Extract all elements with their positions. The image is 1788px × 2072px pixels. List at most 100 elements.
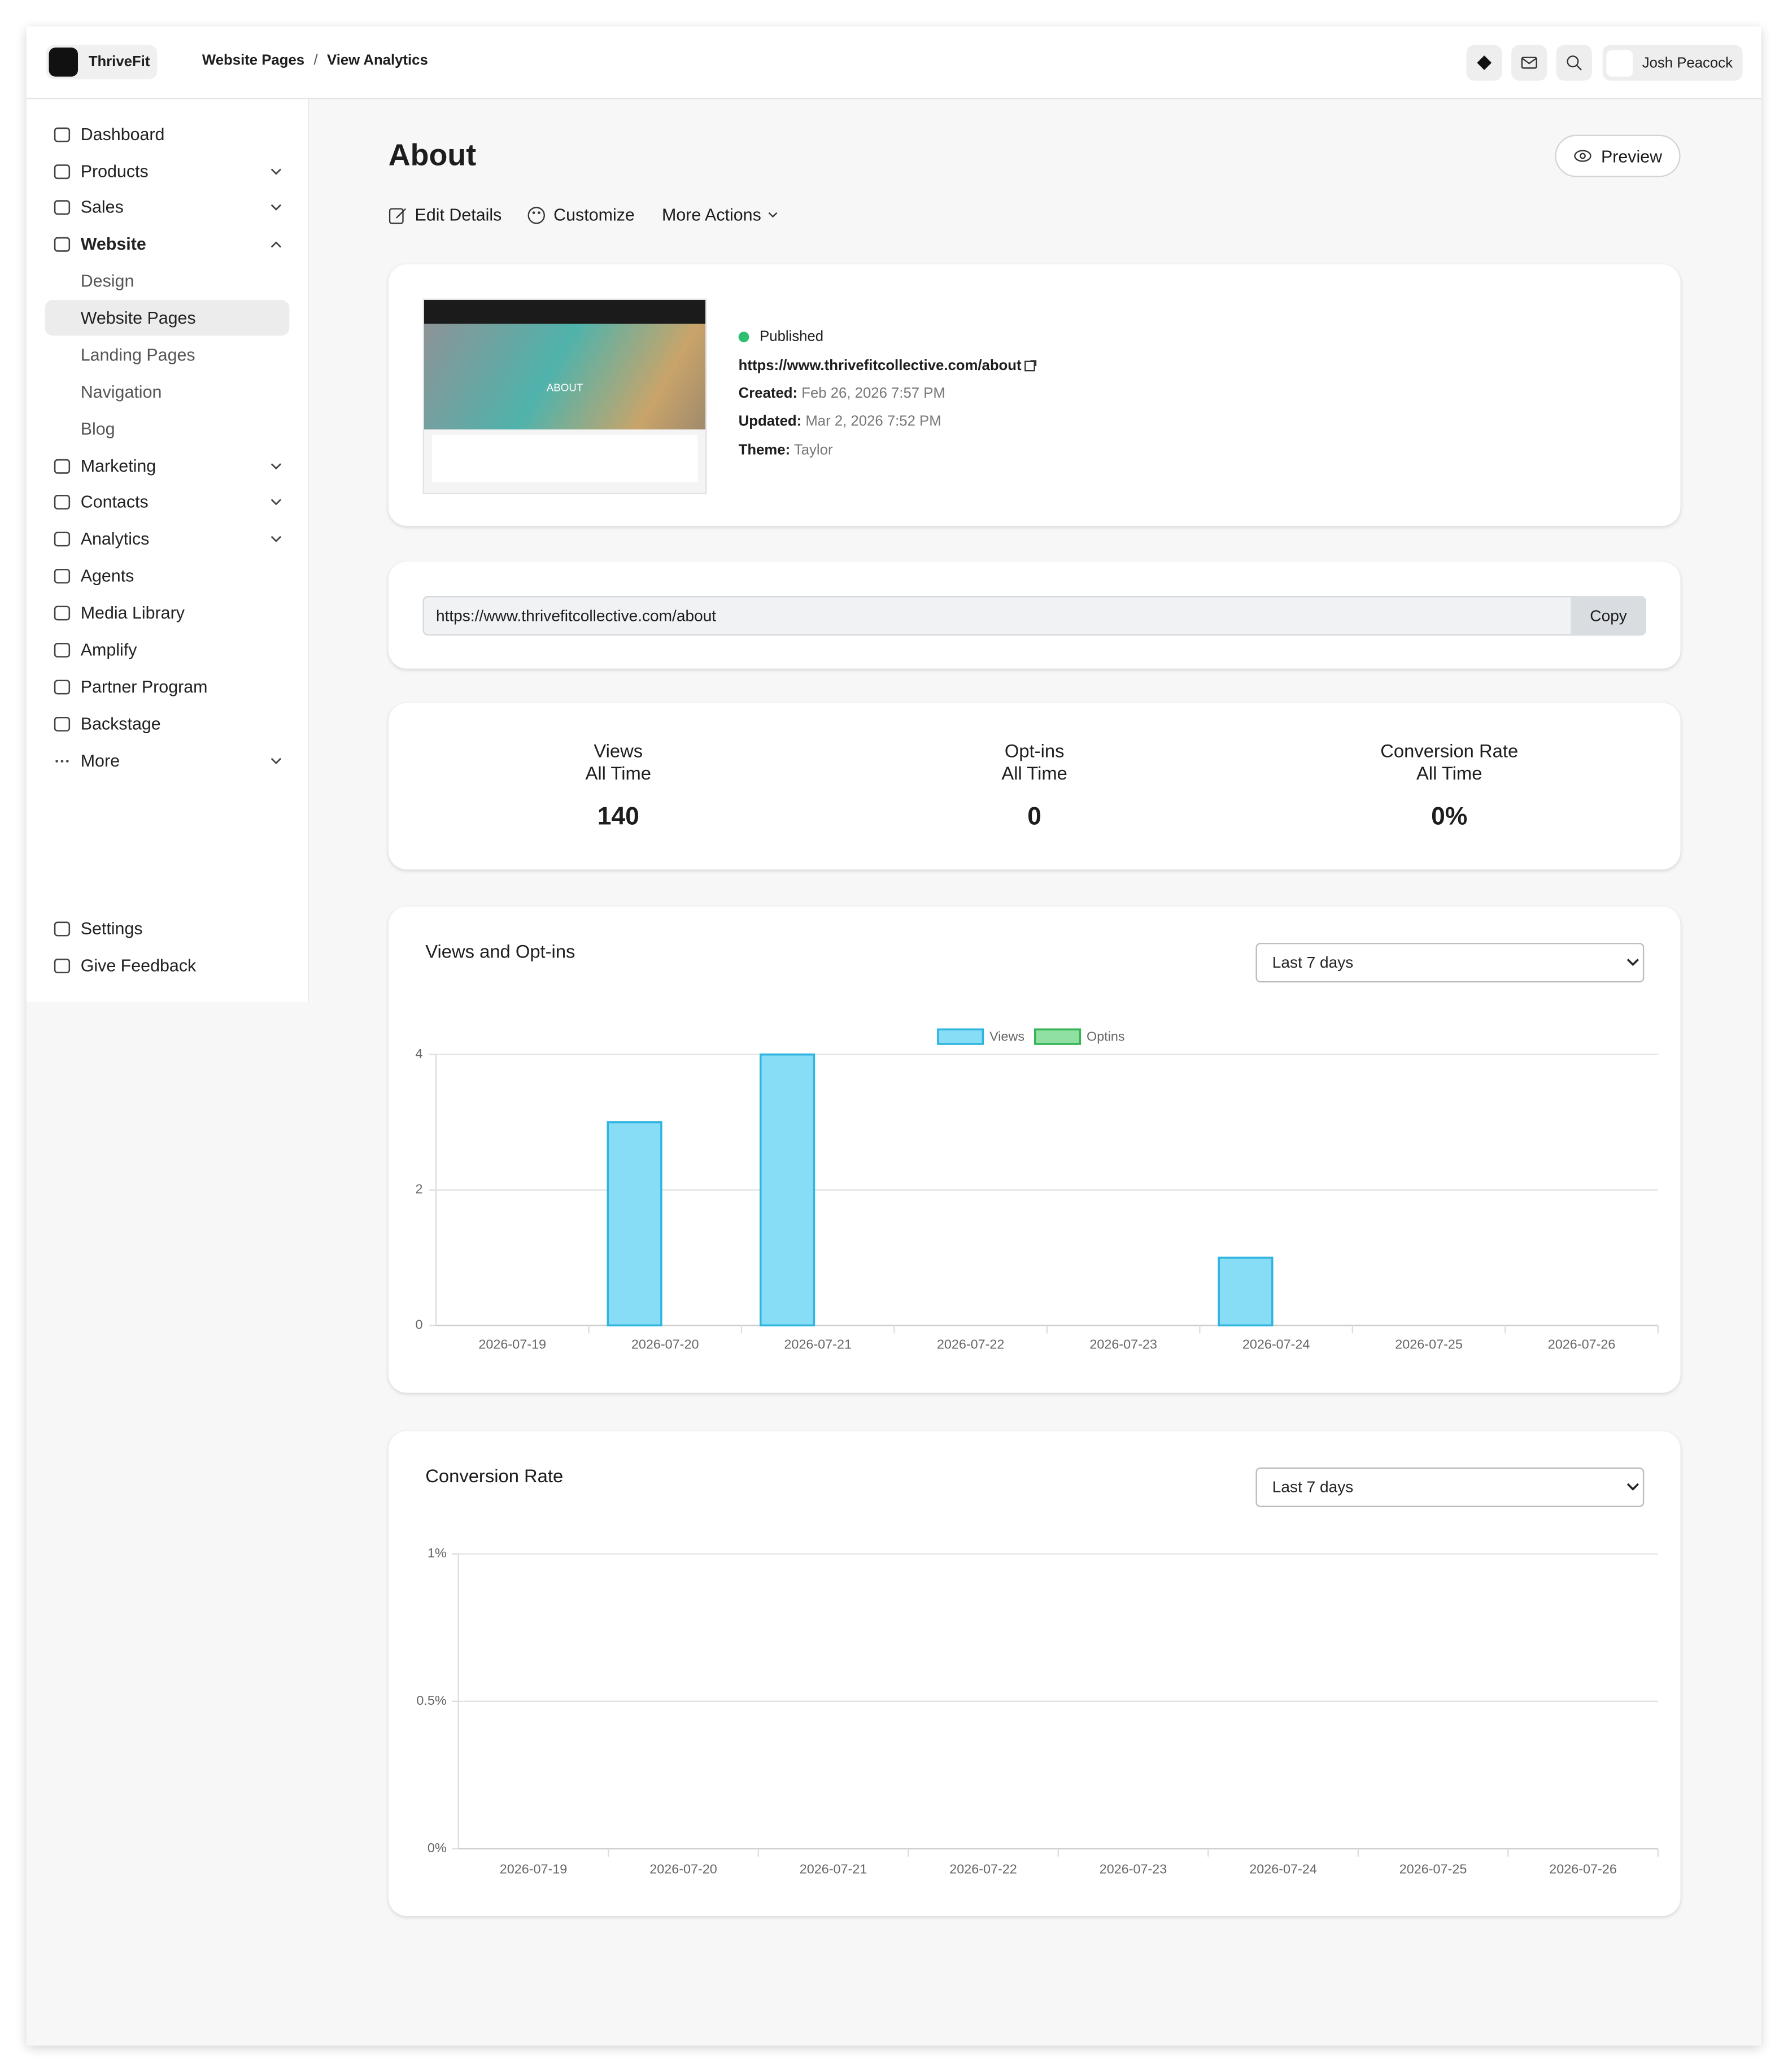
x-tick-label: 2026-07-20: [649, 1861, 717, 1876]
nav-item[interactable]: Analytics: [80, 528, 150, 549]
nav-item[interactable]: Sales: [80, 197, 124, 217]
x-tick-label: 2026-07-19: [478, 1337, 546, 1352]
action-label: More Actions: [661, 204, 761, 225]
chart-title: Conversion Rate: [425, 1465, 563, 1486]
legend-swatch: [1034, 1028, 1081, 1045]
nav-icon: [54, 959, 71, 974]
action-edit[interactable]: Edit Details: [389, 205, 501, 225]
legend-swatch: [937, 1028, 984, 1045]
updated: Updated: Mar 2, 2026 7:52 PM: [739, 413, 941, 429]
nav-chevron[interactable]: [269, 238, 282, 251]
search-icon: [1567, 55, 1582, 71]
nav-item[interactable]: Marketing: [80, 456, 156, 476]
nav-icon: [54, 494, 71, 510]
action-label: Customize: [553, 204, 635, 225]
nav-item[interactable]: Products: [80, 161, 149, 181]
action-more[interactable]: More Actions: [662, 205, 782, 225]
copy-button[interactable]: Copy: [1571, 596, 1646, 636]
nav-icon: [54, 606, 71, 621]
legend-label: Views: [989, 1029, 1024, 1044]
nav-chevron[interactable]: [269, 755, 282, 768]
nav-item[interactable]: Contacts: [80, 491, 149, 512]
nav-chevron[interactable]: [269, 495, 282, 508]
nav-item[interactable]: Amplify: [80, 639, 137, 660]
x-tick-label: 2026-07-21: [784, 1337, 852, 1352]
meta-label: Updated:: [738, 413, 802, 430]
select-chevron: [1626, 1483, 1639, 1491]
meta-label: Created:: [738, 386, 798, 402]
nav-item[interactable]: Landing Pages: [80, 345, 195, 365]
brand-button[interactable]: ThriveFit: [46, 45, 158, 80]
brand-logo: [49, 47, 79, 77]
x-tick-label: 2026-07-24: [1242, 1337, 1310, 1352]
page-url[interactable]: https://www.thrivefitcollective.com/abou…: [739, 358, 1040, 374]
action-customize[interactable]: Customize: [527, 204, 635, 225]
nav-item[interactable]: Design: [80, 271, 134, 291]
details-card: ABOUT Published https://www.thrivefitcol…: [388, 264, 1681, 526]
range-select-label: Last 7 days: [1272, 1478, 1354, 1495]
nav-item[interactable]: More: [80, 750, 120, 771]
eye-icon: [1573, 150, 1591, 162]
nav-icon: [54, 921, 71, 937]
mail-button[interactable]: [1511, 45, 1547, 81]
views-chart-card: [388, 906, 1681, 1393]
breadcrumb-link[interactable]: Website Pages: [202, 53, 305, 69]
nav-item[interactable]: Blog: [80, 419, 115, 439]
nav-icon: [54, 200, 71, 215]
nav-item[interactable]: Agents: [80, 565, 134, 586]
copy-label: Copy: [1590, 606, 1627, 625]
stat-period: All Time: [1290, 763, 1607, 783]
preview-button[interactable]: Preview: [1555, 134, 1681, 177]
status-label: Published: [760, 329, 824, 345]
meta-value: Mar 2, 2026 7:52 PM: [805, 413, 941, 430]
stat-period: All Time: [460, 763, 777, 783]
x-tick-label: 2026-07-23: [1100, 1861, 1167, 1876]
stat-value: 0: [1027, 803, 1042, 832]
theme: Theme: Taylor: [739, 443, 833, 459]
x-tick-label: 2026-07-22: [937, 1337, 1005, 1352]
status: Published: [738, 329, 824, 345]
url-text: https://www.thrivefitcollective.com/abou…: [738, 358, 1022, 375]
url-input[interactable]: https://www.thrivefitcollective.com/abou…: [422, 596, 1572, 636]
x-tick-label: 2026-07-26: [1549, 1861, 1617, 1876]
diamond-button[interactable]: [1466, 45, 1502, 81]
stat-period-text: All Time: [585, 762, 652, 784]
nav-chevron[interactable]: [269, 533, 282, 546]
nav-item[interactable]: Website Pages: [80, 308, 196, 328]
stat-label-text: Views: [594, 740, 643, 761]
share-card: https://www.thrivefitcollective.com/abou…: [388, 561, 1681, 669]
sidebar: [26, 99, 309, 1002]
nav-item[interactable]: Partner Program: [80, 676, 208, 697]
bar: [1218, 1256, 1274, 1327]
stat-period-text: All Time: [1001, 762, 1067, 784]
meta-value: Taylor: [793, 442, 833, 459]
nav-item[interactable]: Dashboard: [80, 124, 165, 144]
stat-value: 0%: [1431, 803, 1468, 832]
range-select[interactable]: [1255, 1467, 1645, 1507]
y-tick-label: 1%: [428, 1546, 447, 1560]
nav-item[interactable]: Navigation: [80, 382, 162, 402]
conversion-chart-card: [388, 1431, 1681, 1916]
nav-item[interactable]: Settings: [80, 918, 143, 938]
x-tick-label: 2026-07-20: [631, 1337, 699, 1352]
stat-label-text: Opt-ins: [1004, 740, 1065, 761]
x-tick-label: 2026-07-24: [1249, 1861, 1317, 1876]
user-name: Josh Peacock: [1642, 55, 1733, 71]
nav-chevron[interactable]: [269, 165, 282, 178]
user-button[interactable]: Josh Peacock: [1602, 45, 1743, 81]
nav-item[interactable]: Backstage: [80, 713, 161, 734]
x-tick-label: 2026-07-22: [949, 1861, 1017, 1876]
preview-label: Preview: [1601, 146, 1663, 166]
nav-icon: [54, 680, 71, 695]
range-select[interactable]: [1255, 943, 1645, 983]
nav-item[interactable]: Give Feedback: [80, 955, 197, 976]
x-tick-label: 2026-07-19: [500, 1861, 568, 1876]
nav-item[interactable]: Media Library: [80, 602, 185, 623]
nav-chevron[interactable]: [269, 201, 282, 214]
nav-item[interactable]: Website: [80, 234, 146, 254]
y-tick-label: 2: [416, 1182, 423, 1196]
url-input-text: https://www.thrivefitcollective.com/abou…: [435, 606, 717, 625]
search-button[interactable]: [1556, 45, 1592, 81]
stat-value-box: 0: [876, 803, 1193, 832]
nav-chevron[interactable]: [269, 460, 282, 473]
